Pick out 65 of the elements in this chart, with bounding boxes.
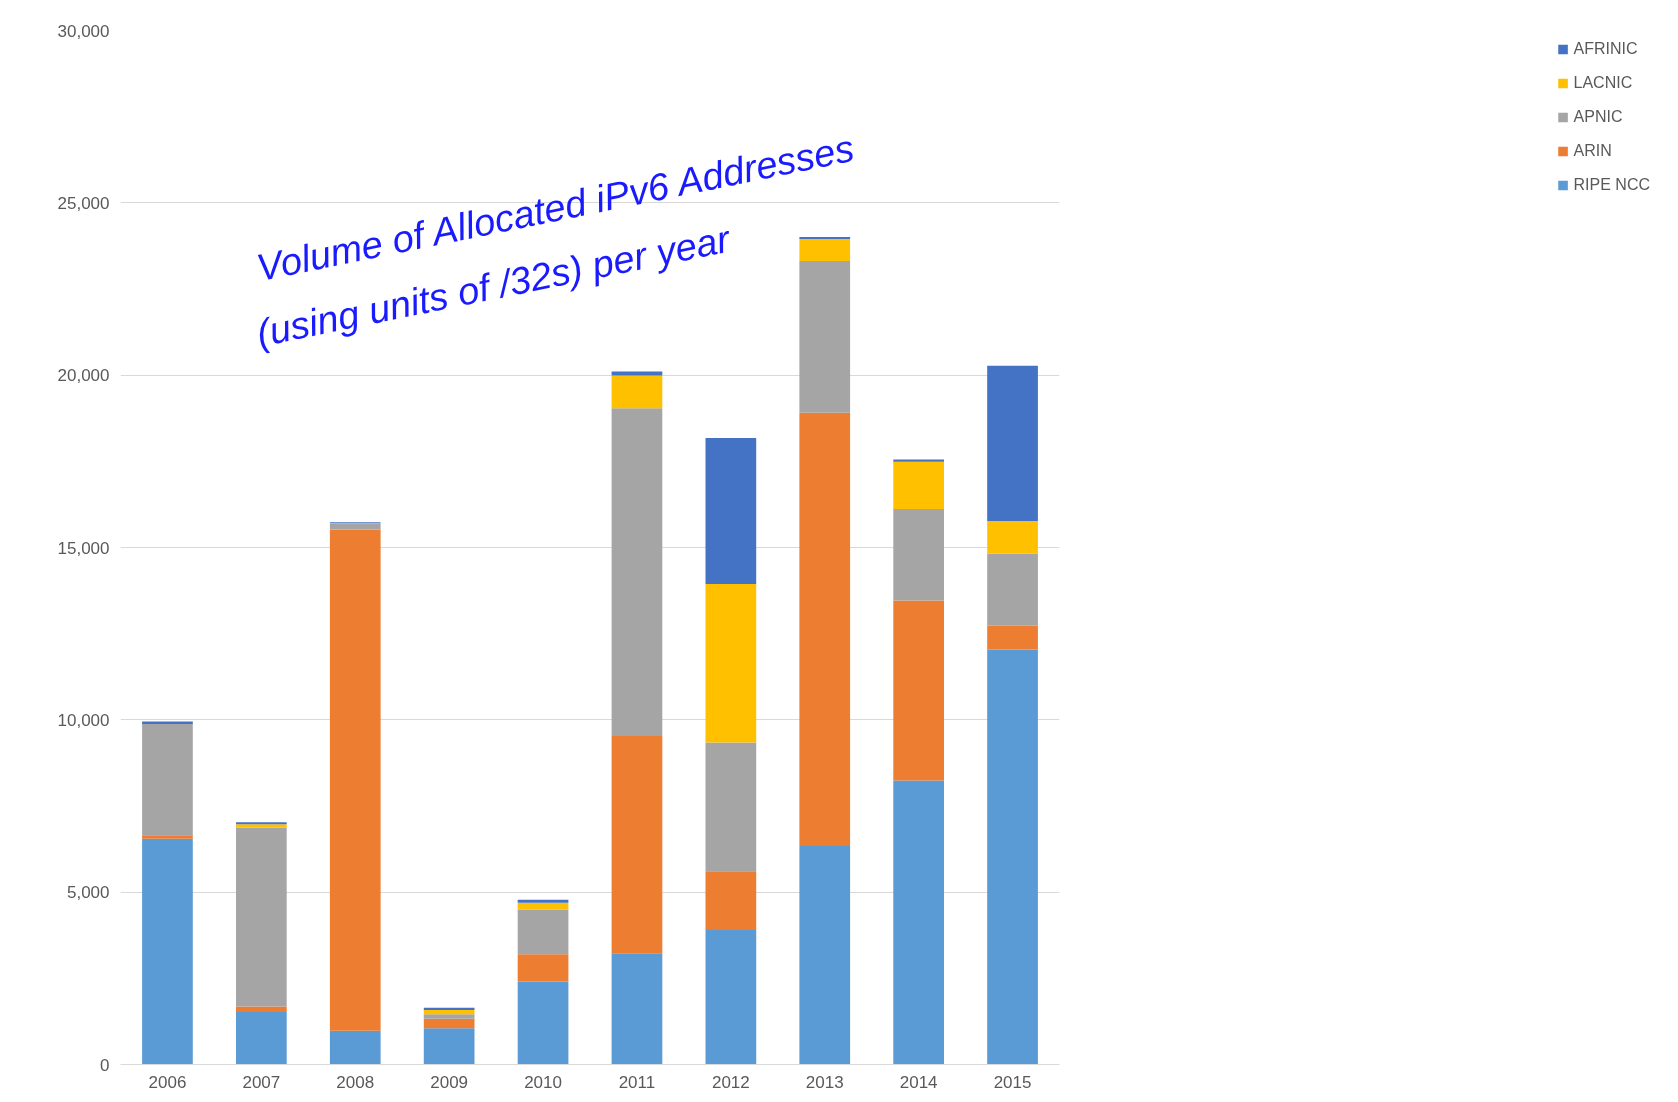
y-tick-label: 10,000: [57, 710, 110, 730]
bar: [893, 780, 944, 1065]
bar: [893, 508, 944, 601]
bar: [329, 529, 381, 1031]
y-tick-label: 15,000: [57, 538, 110, 558]
x-tick-label: 2011: [618, 1072, 656, 1092]
bar: [987, 365, 1038, 521]
x-tick-label: 2009: [430, 1072, 469, 1092]
bar: [517, 954, 569, 982]
bar: [893, 600, 944, 781]
bar: [329, 1030, 381, 1065]
bar: [799, 412, 851, 846]
bar: [423, 1010, 475, 1015]
bar: [799, 239, 851, 262]
x-tick-label: 2007: [242, 1072, 281, 1092]
y-tick-label: 25,000: [57, 193, 110, 213]
bar: [705, 437, 757, 585]
bar: [423, 1014, 475, 1019]
bar: [611, 953, 663, 1065]
legend-label: RIPE NCC: [1573, 176, 1650, 194]
x-tick-label: 2010: [524, 1072, 562, 1092]
bar: [611, 375, 663, 409]
bar: [987, 649, 1038, 1065]
legend-label: LACNIC: [1573, 74, 1633, 92]
legend-label: ARIN: [1573, 142, 1612, 160]
legend-label: APNIC: [1573, 108, 1623, 126]
x-tick-label: 2014: [899, 1072, 938, 1092]
bar: [517, 981, 569, 1065]
bar: [517, 909, 569, 955]
bar: [705, 871, 757, 931]
bar: [329, 524, 381, 530]
x-tick-label: 2015: [993, 1072, 1032, 1092]
bar: [611, 408, 663, 737]
y-tick-label: 30,000: [57, 21, 110, 41]
bar: [705, 930, 757, 1065]
bar: [987, 520, 1038, 554]
bar: [142, 838, 193, 1065]
bar: [423, 1028, 475, 1065]
bar: [236, 1012, 287, 1065]
bar: [799, 845, 851, 1065]
bar: [893, 459, 944, 462]
bar: [517, 902, 569, 910]
bar: [423, 1018, 475, 1029]
bar: [611, 736, 663, 954]
y-tick-label: 5,000: [66, 883, 110, 903]
x-tick-label: 2012: [711, 1072, 750, 1092]
x-tick-label: 2013: [805, 1072, 844, 1092]
bar: [705, 584, 757, 743]
bar: [987, 625, 1038, 650]
x-tick-label: 2008: [336, 1072, 375, 1092]
bar: [799, 261, 851, 413]
legend-label: AFRINIC: [1573, 40, 1638, 58]
bar: [893, 461, 944, 509]
bar: [236, 1006, 287, 1013]
bar: [236, 827, 287, 1007]
bar: [517, 899, 569, 903]
bar: [142, 723, 193, 836]
y-tick-label: 20,000: [57, 366, 110, 386]
bar: [987, 553, 1038, 626]
y-tick-label: 0: [100, 1055, 110, 1075]
x-tick-label: 2006: [148, 1072, 187, 1092]
bar: [799, 236, 851, 240]
bar: [705, 742, 757, 872]
bar: [611, 371, 663, 376]
bar: [142, 835, 193, 839]
